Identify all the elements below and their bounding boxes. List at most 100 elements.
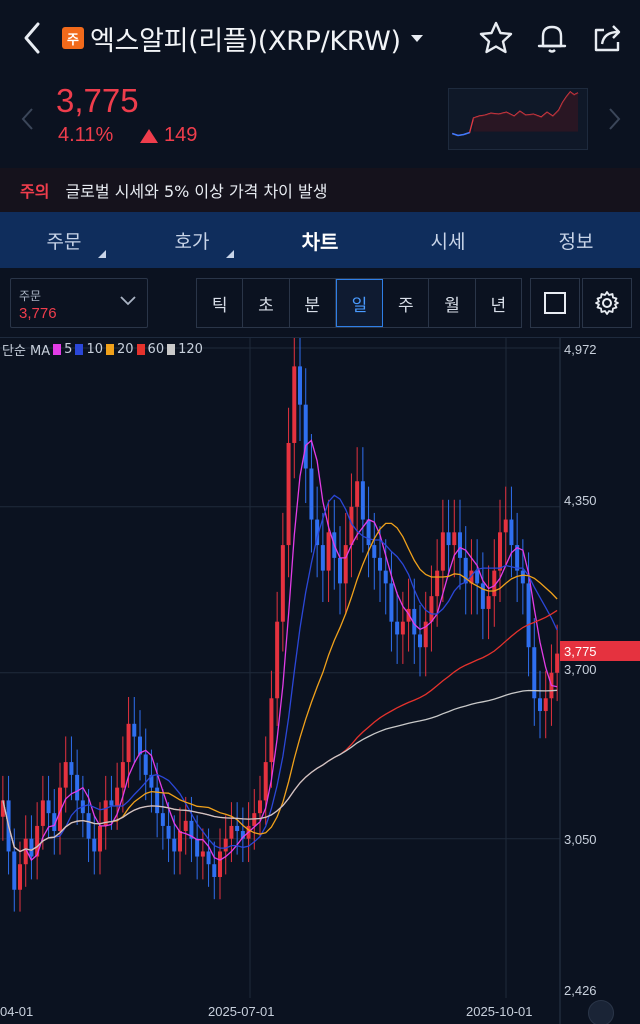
bell-icon[interactable] xyxy=(532,18,572,58)
up-triangle-icon xyxy=(140,128,158,143)
candle-body xyxy=(360,481,365,520)
period-day[interactable]: 일 xyxy=(335,279,384,327)
tab-order[interactable]: 주문 xyxy=(0,212,128,268)
period-tick[interactable]: 틱 xyxy=(197,279,244,327)
candle-body xyxy=(275,621,280,699)
candle-body xyxy=(372,545,377,558)
market-badge: 주 xyxy=(62,27,84,49)
instrument-title-dropdown[interactable]: 주 엑스알피(리플)(XRP/KRW) xyxy=(62,18,423,58)
chart-settings-button[interactable] xyxy=(582,278,632,328)
change-amount-value: 149 xyxy=(164,124,198,146)
candle-body xyxy=(132,723,137,737)
candle-body xyxy=(475,570,480,584)
prev-arrow-icon[interactable] xyxy=(18,104,38,134)
period-selector: 틱 초 분 일 주 월 년 xyxy=(196,278,522,328)
tab-chart[interactable]: 차트 xyxy=(256,212,384,268)
y-tick-label: 2,426 xyxy=(564,983,597,998)
candle-body xyxy=(189,820,194,839)
order-price-select[interactable]: 주문 3,776 xyxy=(10,278,148,328)
candle-body xyxy=(286,442,291,546)
candle-body xyxy=(338,557,342,584)
square-icon xyxy=(544,292,566,314)
candle-body xyxy=(389,583,394,622)
period-year[interactable]: 년 xyxy=(490,295,507,316)
ma-line-60 xyxy=(2,609,558,853)
ma-line-120 xyxy=(2,689,558,853)
legend-ma20: 20 xyxy=(117,342,134,357)
candle-body xyxy=(298,366,302,405)
period-month[interactable]: 월 xyxy=(429,279,476,327)
candle-body xyxy=(435,570,440,597)
candle-body xyxy=(406,608,411,622)
fullscreen-button[interactable] xyxy=(530,278,580,328)
tab-market-data-label: 시세 xyxy=(430,230,466,253)
chevron-down-icon xyxy=(120,296,136,306)
warning-label: 주의 xyxy=(20,182,50,201)
candle-body xyxy=(446,532,451,546)
candle-body xyxy=(429,596,434,622)
order-select-label: 주문 xyxy=(19,289,42,303)
legend-ma120: 120 xyxy=(178,342,203,357)
candle-body xyxy=(280,545,285,622)
candle-body xyxy=(52,813,57,832)
candle-body xyxy=(178,831,182,852)
period-second[interactable]: 초 xyxy=(243,279,290,327)
candle-body xyxy=(115,787,120,806)
candle-body xyxy=(155,787,160,814)
candle-body xyxy=(538,698,542,712)
y-tick-label: 4,350 xyxy=(564,493,597,508)
candle-body xyxy=(109,800,114,806)
sparkline-chart[interactable] xyxy=(448,88,588,150)
candle-body xyxy=(183,820,188,832)
candle-body xyxy=(23,838,28,865)
legend-swatch xyxy=(167,344,176,355)
candle-body xyxy=(120,762,125,788)
candle-body xyxy=(418,634,422,648)
candle-body xyxy=(229,825,234,839)
order-select-value: 3,776 xyxy=(19,305,57,322)
legend-swatch xyxy=(136,344,145,355)
period-minute[interactable]: 분 xyxy=(290,279,336,327)
candle-body xyxy=(440,532,445,571)
candle-body xyxy=(29,838,34,857)
candle-body xyxy=(383,570,388,584)
candle-body xyxy=(400,621,405,635)
candle-body xyxy=(166,825,171,839)
next-arrow-icon[interactable] xyxy=(604,104,624,134)
tab-info[interactable]: 정보 xyxy=(512,212,640,268)
candle-body xyxy=(480,583,485,609)
x-tick-label: 2025-07-01 xyxy=(208,1004,275,1019)
candle-body xyxy=(240,831,245,839)
candle-body xyxy=(303,404,308,469)
candle-body xyxy=(526,583,531,648)
candle-body xyxy=(69,762,74,775)
dropdown-caret-icon xyxy=(410,34,423,42)
back-icon[interactable] xyxy=(18,18,48,58)
menu-corner-icon xyxy=(226,250,234,258)
change-percent: 4.11% xyxy=(58,124,114,146)
candle-body xyxy=(86,813,91,839)
star-icon[interactable] xyxy=(476,18,516,58)
tab-info-label: 정보 xyxy=(558,230,594,253)
scroll-top-button[interactable] xyxy=(588,1000,614,1024)
candle-body xyxy=(195,838,200,857)
candle-body xyxy=(212,864,217,877)
tab-orderbook[interactable]: 호가 xyxy=(128,212,256,268)
candle-body xyxy=(46,800,51,814)
candle-body xyxy=(126,723,131,763)
legend-ma5: 5 xyxy=(64,342,73,357)
price-warning-banner[interactable]: 주의 글로벌 시세와 5% 이상 가격 차이 발생 xyxy=(0,168,640,212)
tab-market-data[interactable]: 시세 xyxy=(384,212,512,268)
candle-body xyxy=(366,519,371,546)
candle-body xyxy=(92,838,97,852)
candle-body xyxy=(503,519,508,533)
candle-body xyxy=(223,838,228,852)
candle-body xyxy=(492,570,497,597)
candle-body xyxy=(12,851,17,890)
price-chart[interactable]: 단순 MA 5 10 20 60 120 4,972 4,350 3,700 3… xyxy=(0,328,640,1024)
candlestick-chart[interactable] xyxy=(0,328,640,1024)
share-icon[interactable] xyxy=(588,18,628,58)
y-tick-label: 4,972 xyxy=(564,342,597,357)
period-week[interactable]: 주 xyxy=(383,279,430,327)
top-bar: 주 엑스알피(리플)(XRP/KRW) xyxy=(0,0,640,78)
